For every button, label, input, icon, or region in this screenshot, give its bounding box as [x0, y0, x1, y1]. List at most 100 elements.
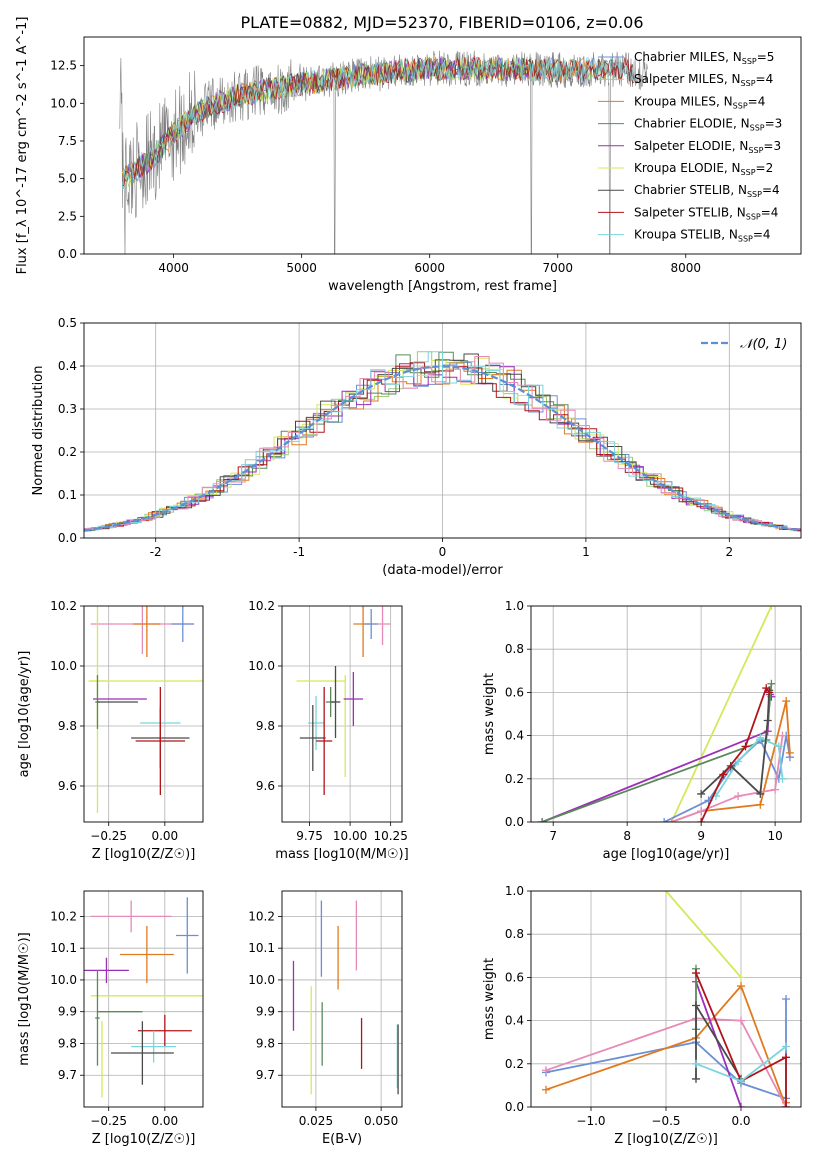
y-tick-label: 9.6 [256, 779, 275, 793]
axes-frame [530, 605, 802, 823]
legend-entry: Salpeter MILES, NSSP=4 [634, 72, 773, 88]
x-axis-label: Z [log10(Z/Z☉)] [92, 847, 196, 862]
point-marker [782, 995, 790, 1003]
y-tick-label: 0.0 [58, 531, 77, 545]
point-marker [771, 785, 780, 794]
legend-entry: Chabrier ELODIE, NSSP=3 [634, 117, 782, 133]
y-axis-label: mass weight [482, 958, 497, 1040]
axes-frame [83, 322, 802, 539]
plot-residuals [84, 351, 801, 533]
point-marker [756, 789, 765, 798]
x-tick-label: −1.0 [576, 1114, 605, 1128]
x-tick-label: -2 [150, 545, 162, 559]
series-line [671, 700, 791, 822]
point-marker [785, 748, 794, 757]
spectrum-model-salpeter-stelib [122, 55, 635, 187]
point-marker [767, 606, 776, 610]
x-tick-label: 10 [767, 829, 782, 843]
plot-age-vs-mass [296, 606, 391, 795]
y-tick-label: 9.8 [256, 1036, 275, 1050]
x-tick-label: 8000 [670, 261, 701, 275]
gaussian-curve [84, 365, 801, 532]
point-marker [692, 1074, 700, 1083]
x-tick-label: 0.00 [151, 1114, 178, 1128]
x-tick-label: 10.00 [333, 829, 367, 843]
point-marker [782, 1042, 790, 1051]
point-marker [756, 733, 765, 742]
legend-entry: Kroupa ELODIE, NSSP=2 [634, 161, 773, 177]
plot-spectrum [119, 50, 648, 254]
series-line [670, 606, 773, 822]
y-tick-label: 10.0 [50, 96, 77, 110]
point-marker [692, 1059, 700, 1068]
series-line [541, 683, 773, 822]
x-tick-label: 0.050 [364, 1114, 398, 1128]
y-tick-label: 0.0 [505, 815, 524, 829]
point-marker [737, 1016, 745, 1025]
x-tick-label: 6000 [414, 261, 445, 275]
x-tick-label: 0 [439, 545, 447, 559]
y-tick-label: 0.6 [505, 970, 524, 984]
point-marker [774, 742, 783, 751]
y-tick-label: 10.2 [248, 909, 275, 923]
point-marker [782, 1053, 790, 1062]
x-axis-label: (data-model)/error [382, 563, 503, 578]
y-axis-label: mass weight [482, 673, 497, 755]
legend-entry: Salpeter ELODIE, NSSP=3 [634, 139, 781, 155]
y-tick-label: 9.6 [58, 779, 77, 793]
y-axis-label: mass [log10(M/M☉)] [17, 932, 32, 1065]
y-tick-label: 0.8 [505, 642, 524, 656]
y-tick-label: 1.0 [505, 884, 524, 898]
series-line [700, 686, 770, 822]
axes-frame [83, 36, 802, 255]
plot-weight-vs-age [538, 606, 794, 822]
x-axis-label: Z [log10(Z/Z☉)] [614, 1132, 718, 1147]
y-tick-label: 10.0 [50, 659, 77, 673]
point-marker [782, 697, 791, 706]
x-tick-label: 9.75 [296, 829, 323, 843]
point-marker [660, 818, 669, 822]
point-marker [692, 969, 700, 978]
y-tick-label: 0.2 [505, 1057, 524, 1071]
spectrum-model-salpeter-elodie [122, 56, 532, 187]
point-marker [737, 973, 745, 982]
y-tick-label: 0.4 [505, 1014, 524, 1028]
point-marker [737, 1103, 745, 1107]
y-tick-label: 10.2 [248, 599, 275, 613]
y-tick-label: 0.3 [58, 402, 77, 416]
x-tick-label: 0.0 [731, 1114, 750, 1128]
y-tick-label: 10.0 [248, 659, 275, 673]
x-tick-label: -1 [293, 545, 305, 559]
x-axis-label: wavelength [Angstrom, rest frame] [328, 279, 557, 294]
x-axis-label: E(B-V) [322, 1132, 362, 1147]
y-tick-label: 7.5 [58, 134, 77, 148]
y-tick-label: 0.4 [505, 729, 524, 743]
y-tick-label: 1.0 [505, 599, 524, 613]
x-tick-label: 0.00 [151, 829, 178, 843]
y-tick-label: 10.0 [248, 973, 275, 987]
point-marker [756, 800, 765, 809]
x-tick-label: 2 [725, 545, 733, 559]
y-tick-label: 9.7 [256, 1068, 275, 1082]
point-marker [662, 891, 670, 895]
x-tick-label: 1 [582, 545, 590, 559]
point-marker [734, 757, 743, 766]
x-tick-label: −0.5 [651, 1114, 680, 1128]
series-line [695, 981, 742, 1107]
point-marker [741, 742, 750, 751]
y-tick-label: 10.1 [248, 941, 275, 955]
point-marker [778, 731, 787, 740]
point-marker [719, 770, 728, 779]
x-tick-label: 8 [623, 829, 631, 843]
plot-weight-vs-Z [542, 891, 790, 1107]
point-marker [737, 1077, 745, 1086]
series-line [695, 972, 787, 1107]
y-tick-label: 10.1 [50, 941, 77, 955]
y-tick-label: 0.5 [58, 316, 77, 330]
point-marker [667, 818, 676, 822]
x-tick-label: 9 [697, 829, 705, 843]
plot-mass-vs-EBV [292, 900, 399, 1095]
x-axis-label: Z [log10(Z/Z☉)] [92, 1132, 196, 1147]
y-tick-label: 0.0 [505, 1100, 524, 1114]
